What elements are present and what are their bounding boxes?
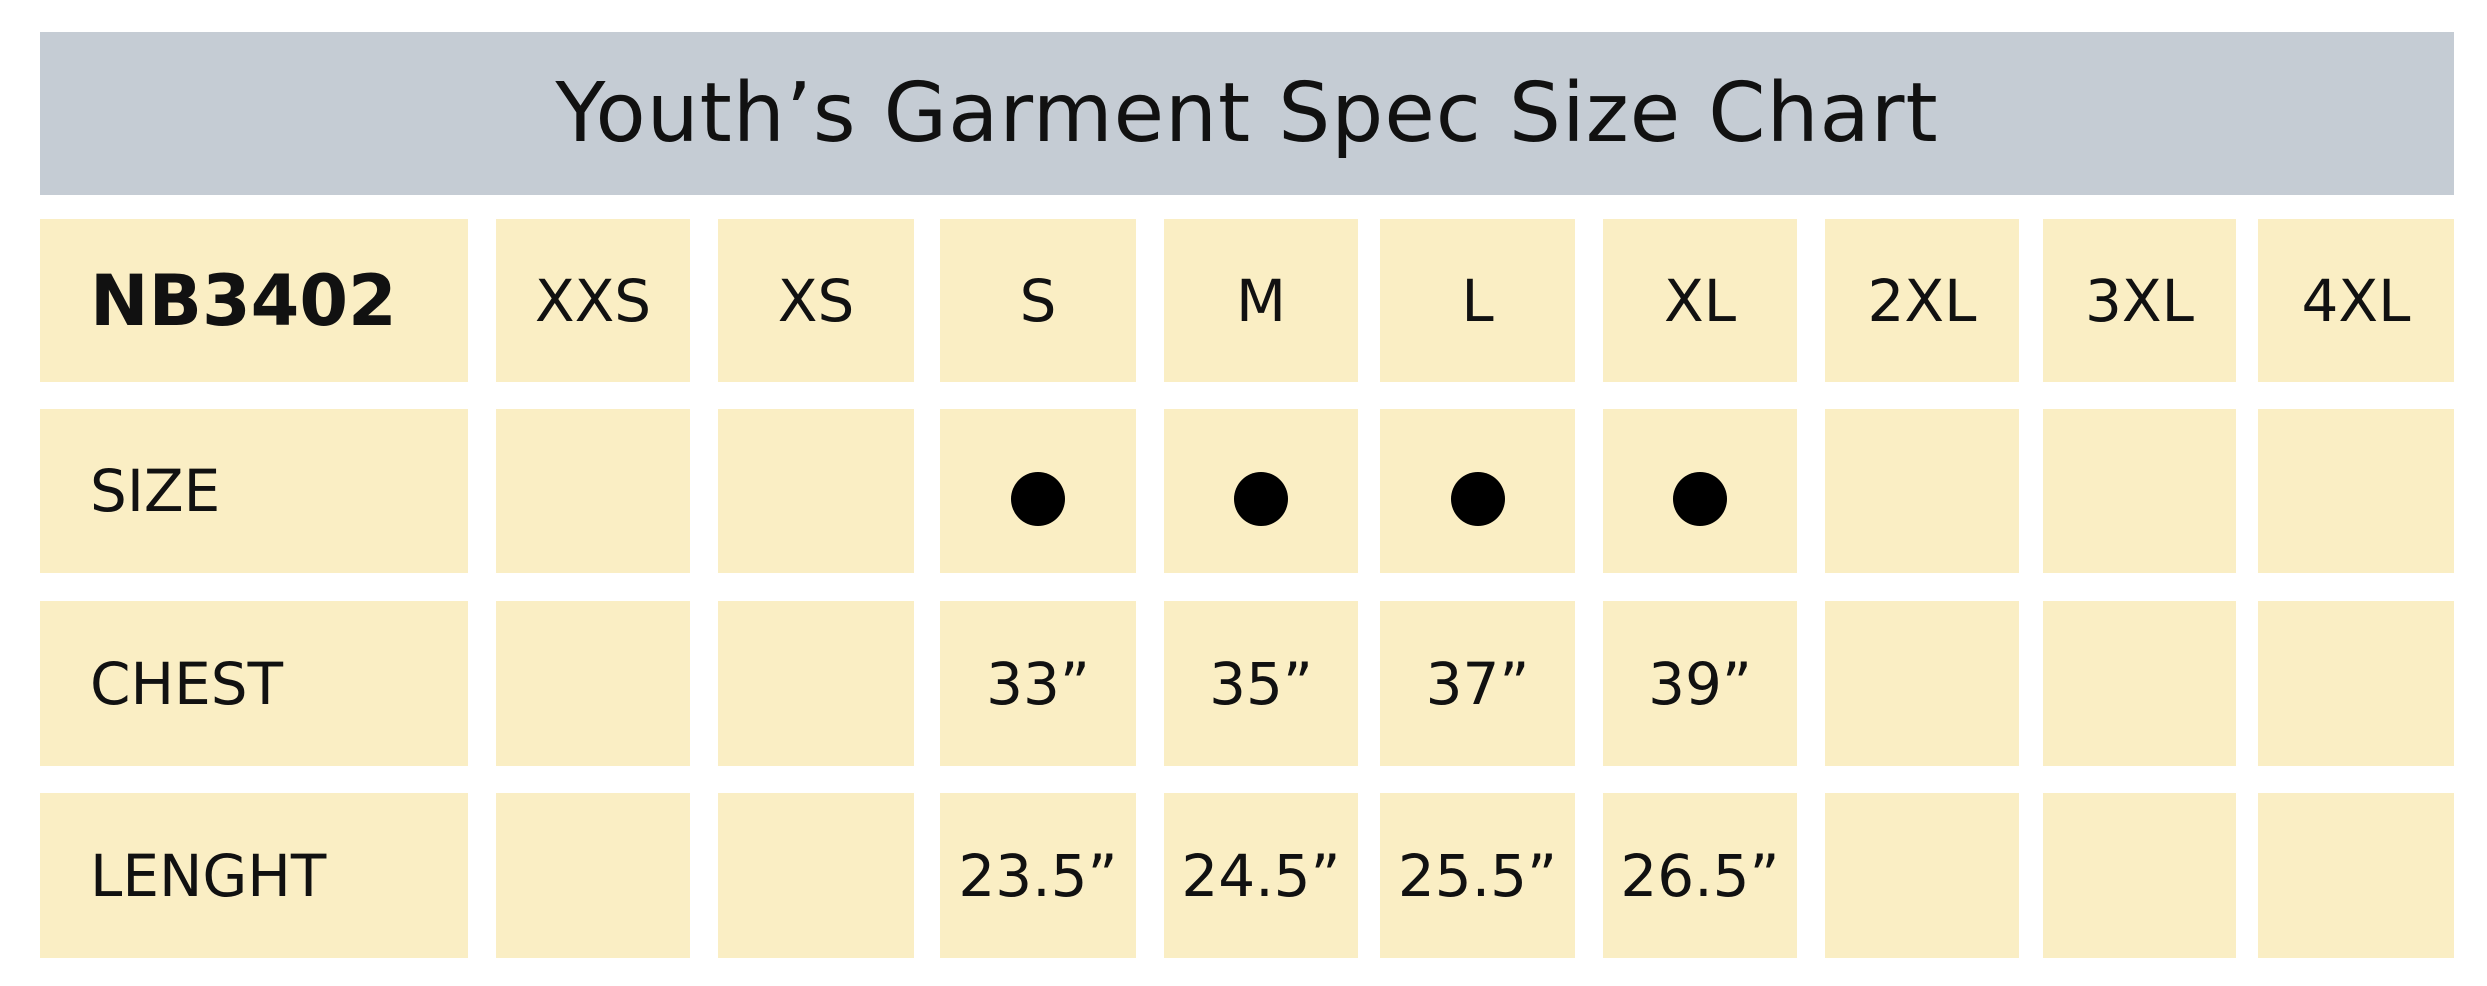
availability-dot	[1673, 472, 1727, 526]
size-header: 4XL	[2258, 219, 2454, 382]
header-bar: Youth’s Garment Spec Size Chart	[40, 32, 2454, 195]
table-cell	[1825, 409, 2019, 573]
availability-dot	[1011, 472, 1065, 526]
row-label: LENGHT	[40, 793, 468, 958]
table-cell	[2258, 793, 2454, 958]
availability-dot	[1234, 472, 1288, 526]
size-header: XL	[1603, 219, 1797, 382]
table-cell: 35”	[1164, 601, 1358, 766]
table-cell: 24.5”	[1164, 793, 1358, 958]
size-header: S	[940, 219, 1136, 382]
title: Youth’s Garment Spec Size Chart	[555, 66, 1939, 161]
size-header: L	[1380, 219, 1575, 382]
table-cell	[2258, 601, 2454, 766]
table-cell	[496, 601, 690, 766]
table-cell: 26.5”	[1603, 793, 1797, 958]
table-cell: 39”	[1603, 601, 1797, 766]
size-header: XXS	[496, 219, 690, 382]
table-cell	[2043, 409, 2236, 573]
table-cell	[1164, 409, 1358, 573]
model-code: NB3402	[40, 219, 468, 382]
table-cell: 23.5”	[940, 793, 1136, 958]
table-cell	[496, 409, 690, 573]
table-cell	[940, 409, 1136, 573]
table-cell	[2043, 793, 2236, 958]
table-cell	[718, 409, 914, 573]
size-header: 3XL	[2043, 219, 2236, 382]
size-header: XS	[718, 219, 914, 382]
table-cell: 33”	[940, 601, 1136, 766]
row-label: CHEST	[40, 601, 468, 766]
row-label: SIZE	[40, 409, 468, 573]
table-cell	[1825, 601, 2019, 766]
table-cell	[1380, 409, 1575, 573]
table-cell	[1825, 793, 2019, 958]
table-cell	[718, 601, 914, 766]
size-header: M	[1164, 219, 1358, 382]
table-cell	[2043, 601, 2236, 766]
table-cell	[1603, 409, 1797, 573]
table-cell	[718, 793, 914, 958]
table-cell: 37”	[1380, 601, 1575, 766]
availability-dot	[1450, 472, 1505, 526]
table-cell	[2258, 409, 2454, 573]
size-header: 2XL	[1825, 219, 2019, 382]
table-cell	[496, 793, 690, 958]
table-cell: 25.5”	[1380, 793, 1575, 958]
